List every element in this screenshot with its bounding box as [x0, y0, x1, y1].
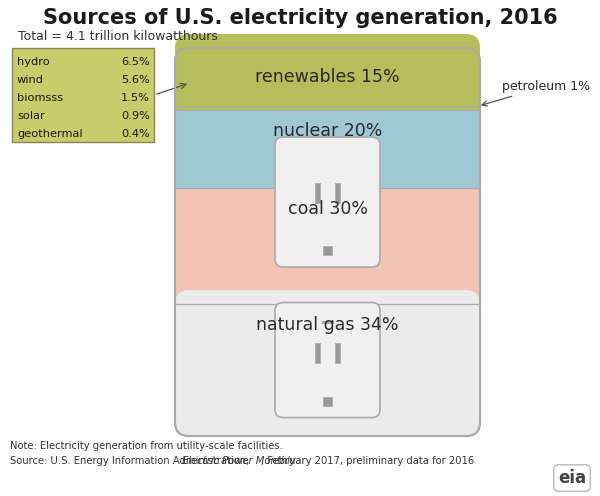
Text: renewables 15%: renewables 15%	[255, 68, 400, 86]
FancyBboxPatch shape	[275, 137, 380, 267]
Text: 6.5%: 6.5%	[121, 57, 150, 66]
Text: 0.4%: 0.4%	[121, 128, 150, 139]
Bar	[322, 321, 334, 324]
Text: Total = 4.1 trillion kilowatthours: Total = 4.1 trillion kilowatthours	[18, 30, 218, 43]
Bar	[335, 183, 340, 202]
Bar	[335, 343, 340, 363]
Text: Electric Power Monthly: Electric Power Monthly	[182, 456, 296, 466]
Bar	[175, 110, 480, 187]
FancyBboxPatch shape	[175, 48, 480, 436]
FancyBboxPatch shape	[175, 34, 480, 106]
Text: natural gas 34%: natural gas 34%	[256, 316, 399, 334]
Text: coal 30%: coal 30%	[287, 200, 367, 218]
Bar	[175, 187, 480, 304]
Bar	[12, 48, 154, 142]
Bar	[175, 106, 480, 110]
Text: geothermal: geothermal	[17, 128, 83, 139]
Text: solar: solar	[17, 111, 45, 121]
Text: wind: wind	[17, 75, 44, 85]
Text: Sources of U.S. electricity generation, 2016: Sources of U.S. electricity generation, …	[43, 8, 557, 28]
Text: 0.9%: 0.9%	[121, 111, 150, 121]
FancyBboxPatch shape	[175, 290, 480, 436]
Text: 1.5%: 1.5%	[121, 93, 150, 103]
Bar	[175, 304, 480, 318]
Text: , February 2017, preliminary data for 2016: , February 2017, preliminary data for 20…	[260, 456, 474, 466]
Text: Source: U.S. Energy Information Administration,: Source: U.S. Energy Information Administ…	[10, 456, 253, 466]
Text: nuclear 20%: nuclear 20%	[273, 122, 382, 140]
Text: Note: Electricity generation from utility-scale facilities.: Note: Electricity generation from utilit…	[10, 441, 283, 451]
Text: hydro: hydro	[17, 57, 50, 66]
FancyBboxPatch shape	[275, 303, 380, 418]
Circle shape	[317, 312, 337, 332]
Bar	[315, 183, 320, 202]
Text: eia: eia	[558, 469, 586, 487]
Bar	[315, 343, 320, 363]
Bar	[323, 396, 332, 406]
Text: petroleum 1%: petroleum 1%	[482, 80, 590, 106]
Text: 5.6%: 5.6%	[121, 75, 150, 85]
Text: biomsss: biomsss	[17, 93, 63, 103]
Bar	[323, 246, 332, 255]
Bar	[175, 92, 480, 106]
